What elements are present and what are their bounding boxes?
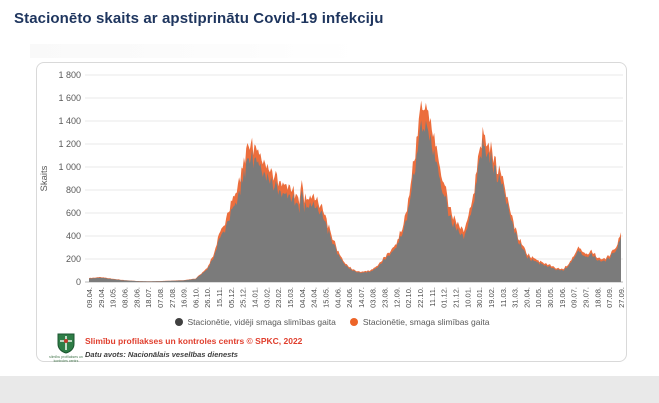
x-tick-label: 09.04.	[85, 287, 94, 308]
y-tick-label: 1 400	[58, 116, 81, 126]
x-tick-label: 29.04.	[97, 287, 106, 308]
x-tick-label: 24.06.	[345, 287, 354, 308]
x-tick-label: 19.02.	[487, 287, 496, 308]
x-tick-label: 23.08.	[381, 287, 390, 308]
x-tick-label: 04.06.	[333, 287, 342, 308]
x-tick-label: 19.05.	[109, 287, 118, 308]
y-tick-label: 400	[66, 231, 81, 241]
x-tick-label: 24.04.	[310, 287, 319, 308]
copyright-text: Slimību profilakses un kontroles centrs …	[85, 336, 303, 346]
x-tick-label: 28.06.	[132, 287, 141, 308]
x-tick-label: 15.03.	[286, 287, 295, 308]
y-axis-title: Skaits	[39, 165, 50, 191]
y-tick-label: 200	[66, 254, 81, 264]
y-tick-label: 1 000	[58, 162, 81, 172]
spkc-logo-caption: slimību profilakses un kontroles centrs	[49, 355, 83, 363]
y-tick-label: 0	[76, 277, 81, 287]
legend-label-moderate: Stacionētie, vidēji smaga slimības gaita	[187, 317, 336, 327]
x-tick-label: 30.05.	[546, 287, 555, 308]
x-tick-label: 10.01.	[463, 287, 472, 308]
severe-series-dot-icon	[349, 318, 358, 326]
moderate-series-dot-icon	[174, 318, 183, 326]
x-tick-label: 02.10.	[404, 287, 413, 308]
x-tick-label: 21.12.	[451, 287, 460, 308]
area-severe-series[interactable]	[89, 100, 621, 283]
y-tick-label: 1 600	[58, 93, 81, 103]
x-tick-label: 07.09.	[605, 287, 614, 308]
page-title: Stacionēto skaits ar apstiprinātu Covid-…	[14, 10, 384, 27]
x-tick-label: 18.07.	[144, 287, 153, 308]
x-tick-label: 22.10.	[416, 287, 425, 308]
y-tick-label: 1 200	[58, 139, 81, 149]
legend-label-severe: Stacionētie, smaga slimības gaita	[362, 317, 490, 327]
spkc-coat-of-arms-icon	[57, 333, 75, 354]
chart-legend: Stacionētie, vidēji smaga slimības gaita…	[37, 317, 627, 327]
y-tick-label: 1 800	[58, 70, 81, 80]
x-tick-label: 18.08.	[593, 287, 602, 308]
x-tick-label: 27.08.	[168, 287, 177, 308]
x-tick-label: 26.10.	[203, 287, 212, 308]
x-tick-label: 08.06.	[120, 287, 129, 308]
covid-hospitalizations-chart[interactable]: 0 200 400 600 800 1 000 1 200 1 400 1 600 1 800 Sk…	[37, 63, 627, 325]
x-tick-label: 01.12.	[440, 287, 449, 308]
x-tick-label: 16.09.	[180, 287, 189, 308]
x-tick-label: 15.11.	[215, 287, 224, 307]
x-tick-label: 20.04.	[522, 287, 531, 308]
x-tick-label: 06.10.	[191, 287, 200, 308]
legend-item-severe[interactable]: Stacionētie, smaga slimības gaita	[349, 317, 490, 327]
area-moderate-series[interactable]	[89, 120, 621, 283]
faded-watermark	[30, 44, 360, 58]
spkc-logo: slimību profilakses un kontroles centrs	[47, 333, 85, 363]
chart-panel: 0 200 400 600 800 1 000 1 200 1 400 1 600 1 800 Sk…	[36, 62, 627, 363]
x-tick-label: 25.12.	[239, 287, 248, 308]
data-source-text: Datu avots: Nacionālais veselības dienes…	[85, 350, 238, 359]
x-tick-label: 09.07.	[570, 287, 579, 308]
x-tick-label: 29.07.	[582, 287, 591, 308]
x-tick-label: 10.05.	[534, 287, 543, 308]
x-tick-label: 14.01.	[251, 287, 260, 308]
x-tick-label: 03.02.	[262, 287, 271, 308]
page-bottom-strip	[0, 376, 659, 403]
x-tick-label: 27.09.	[617, 287, 626, 308]
x-tick-label: 04.04.	[298, 287, 307, 308]
x-tick-label: 19.06.	[558, 287, 567, 308]
y-tick-label: 600	[66, 208, 81, 218]
x-tick-label: 07.08.	[156, 287, 165, 308]
x-tick-label: 31.03.	[511, 287, 520, 308]
x-tick-label: 14.07.	[357, 287, 366, 308]
x-tick-label: 15.05.	[321, 287, 330, 308]
x-tick-label: 05.12.	[227, 287, 236, 308]
x-tick-label: 23.02.	[274, 287, 283, 308]
x-tick-label: 11.03.	[499, 287, 508, 307]
y-tick-label: 800	[66, 185, 81, 195]
x-tick-label: 12.09.	[392, 287, 401, 308]
x-tick-label: 03.08.	[369, 287, 378, 308]
x-tick-label: 30.01.	[475, 287, 484, 308]
x-tick-label: 11.11.	[428, 287, 437, 307]
legend-item-moderate[interactable]: Stacionētie, vidēji smaga slimības gaita	[174, 317, 336, 327]
